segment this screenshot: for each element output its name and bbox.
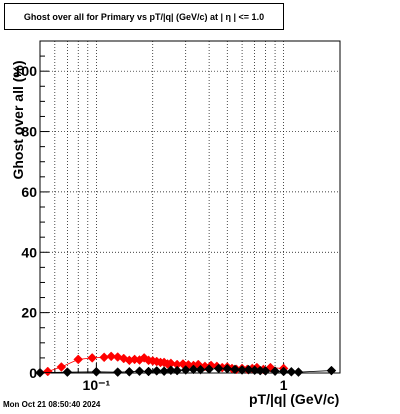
data-point-1 [112, 367, 123, 377]
axis-ticks: 0 20 40 60 80 100 10⁻¹ 1 [14, 40, 341, 393]
y-tick-label: 40 [21, 244, 37, 260]
data-point-0 [106, 351, 117, 362]
data-point-1 [286, 366, 297, 377]
data-point-0 [118, 353, 129, 364]
data-point-1 [124, 366, 135, 377]
data-point-1 [222, 363, 233, 374]
y-tick-label: 0 [29, 365, 37, 381]
data-point-1 [134, 366, 145, 377]
data-point-1 [293, 367, 304, 377]
data-point-1 [166, 365, 176, 376]
data-point-1 [243, 364, 254, 375]
data-point-1 [230, 364, 240, 375]
chart-title-box: Ghost over all for Primary vs pT/|q| (Ge… [4, 3, 284, 30]
data-point-1 [278, 366, 289, 377]
grid-lines [39, 41, 341, 373]
data-series [35, 351, 337, 378]
data-point-1 [270, 366, 280, 377]
data-point-1 [260, 366, 271, 376]
data-point-0 [42, 366, 53, 377]
data-point-0 [56, 362, 67, 372]
data-point-1 [180, 365, 191, 375]
chart-title: Ghost over all for Primary vs pT/|q| (Ge… [23, 11, 265, 22]
data-point-1 [213, 363, 224, 374]
y-tick-label: 20 [21, 305, 37, 321]
x-tick-label: 10⁻¹ [83, 377, 111, 393]
y-tick-label: 100 [14, 63, 38, 79]
plot-frame [39, 40, 341, 374]
y-axis-label: Ghost over all (%) [10, 60, 26, 180]
data-point-1 [62, 367, 73, 377]
data-point-1 [143, 366, 154, 377]
data-point-1 [188, 364, 199, 375]
timestamp-footer: Mon Oct 21 08:50:40 2024 [3, 400, 101, 409]
data-point-0 [73, 354, 84, 365]
x-axis-label: pT/|q| (GeV/c) [249, 391, 340, 407]
data-point-0 [87, 353, 98, 363]
data-point-1 [326, 365, 337, 376]
data-point-1 [35, 367, 45, 378]
data-point-1 [91, 366, 102, 377]
data-point-1 [204, 364, 214, 374]
y-tick-label: 80 [21, 124, 37, 140]
data-point-1 [151, 366, 162, 376]
y-tick-label: 60 [21, 184, 37, 200]
data-point-1 [195, 364, 206, 375]
x-tick-label: 1 [280, 377, 288, 393]
data-point-1 [172, 365, 183, 376]
